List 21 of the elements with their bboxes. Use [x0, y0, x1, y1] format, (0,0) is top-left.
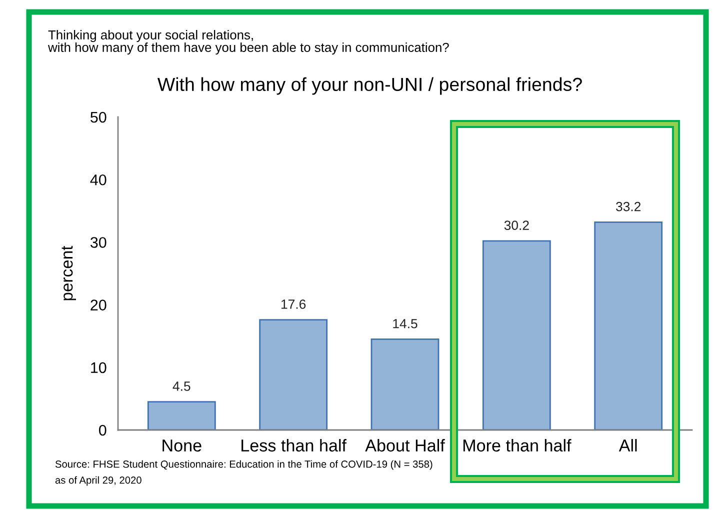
data-label: 30.2	[504, 220, 529, 230]
x-tick-label: All	[618, 439, 637, 452]
y-tick-label: 20	[90, 300, 106, 310]
data-label: 17.6	[281, 300, 306, 309]
data-label: 4.5	[172, 382, 190, 391]
x-tick-label: Less than half	[242, 439, 347, 452]
y-tick-label: 50	[90, 112, 106, 123]
chart-title: With how many of your non-UNI / personal friends?	[158, 77, 582, 95]
chart-subtitle: Thinking about your social relations, with how many of them have you been able to stay in communication?	[48, 30, 449, 55]
y-tick-label: 0	[98, 424, 106, 436]
source-note: Source: FHSE Student Questionnaire: Education in the Time of COVID-19 (N = 358)	[55, 460, 432, 470]
x-tick-label: None	[162, 440, 202, 452]
data-label: 33.2	[616, 202, 641, 212]
y-axis-title: percent	[62, 246, 76, 300]
x-tick-label: More than half	[463, 439, 572, 452]
text: as of April 29, 2020	[55, 476, 142, 486]
data-label: 14.5	[393, 319, 418, 328]
y-tick-label: 10	[91, 362, 106, 374]
y-tick-label: 30	[90, 237, 106, 248]
y-tick-label: 40	[90, 174, 106, 186]
x-tick-label: About Half	[365, 439, 445, 452]
